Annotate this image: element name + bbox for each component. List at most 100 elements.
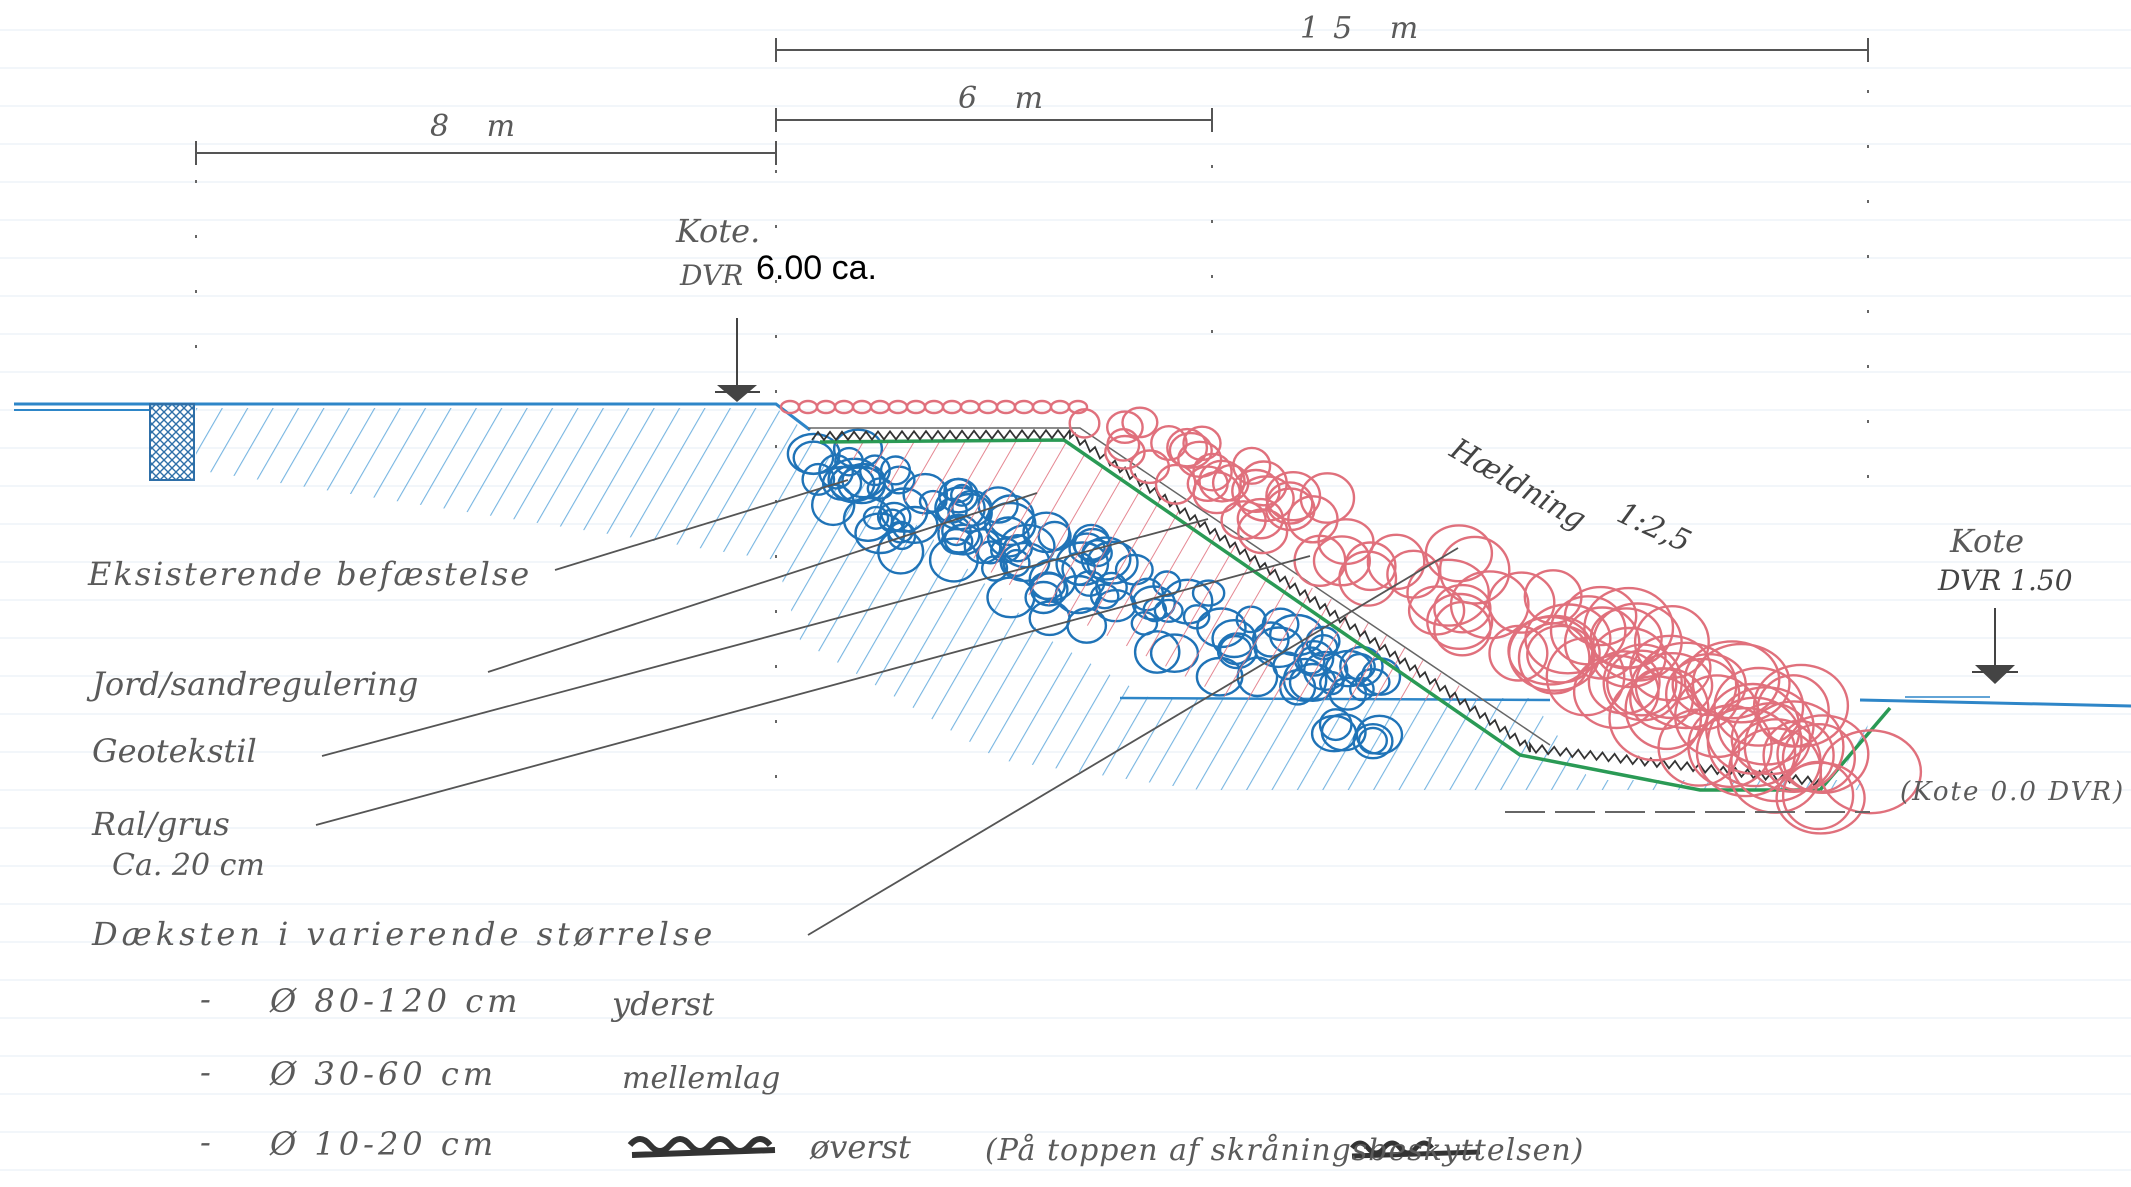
cover-stone [1624,667,1710,751]
legend-geotextile: Geotekstil [92,732,257,770]
cover-stone [1265,471,1322,522]
cover-stone [1524,603,1612,675]
size-row-1-dash: - [200,980,211,1018]
size-row-2-position: mellemlag [622,1061,780,1096]
legend-existing: Eksisterende befæstelse [87,555,531,593]
crest-stone [815,399,837,415]
cover-stone [1407,585,1466,636]
cover-stone [1819,729,1923,815]
water-level-marker: Kote DVR 1.50 [1937,522,2073,684]
legend-soil: Jord/sandregulering [86,665,418,703]
leader-cover [807,547,1459,936]
dimension-15m-label: 15 m [1300,11,1432,46]
size-row-2: - Ø 30-60 cm mellemlag [200,1053,780,1096]
crest-stone [941,399,963,415]
cover-stone [1743,700,1845,793]
top-level-value: 6.00 ca. [756,249,877,287]
existing-stone [842,496,894,543]
scribble-mark-2 [1350,1140,1481,1159]
size-row-1-position: yderst [610,985,714,1023]
crest-stone [851,399,873,415]
cover-stone [1338,550,1398,607]
cover-stone [1517,622,1591,695]
existing-ground [14,402,2131,790]
cover-stone [1775,761,1866,835]
cover-stone [1231,468,1281,513]
crest-stone [1013,399,1035,415]
cover-stone [1220,500,1267,541]
crest-stone [779,399,801,415]
leader-existing [554,479,849,571]
existing-stone [1320,713,1367,752]
size-row-2-diameter: Ø 30-60 cm [269,1055,497,1093]
cover-stone [1449,570,1530,640]
slope-ratio: 1:2,5 [1612,496,1696,560]
crest-stone [833,399,855,415]
crest-stone [923,399,945,415]
cover-stone [1587,650,1661,715]
size-row-3-dash: - [200,1123,211,1161]
cover-stone [1583,586,1675,669]
slope-annotation: Hældning 1:2,5 [1443,431,1696,560]
cover-stone [1563,606,1641,680]
leader-gravel [315,555,1311,826]
crest-stone [905,399,927,415]
cover-stone [1293,534,1347,587]
cover-stone [1106,410,1144,445]
cover-stone [1177,440,1223,478]
crest-stone [1067,399,1089,415]
cover-stone [1129,449,1171,485]
size-row-2-dash: - [200,1053,211,1091]
size-row-3-position: øverst [809,1128,911,1166]
bottom-level-label: (Kote 0.0 DVR) [1900,777,2125,807]
top-kote-label: Kote. [675,212,760,250]
cover-stone [1572,654,1660,730]
cover-stone [1606,649,1678,717]
cover-stone [1168,431,1213,469]
dimension-15m: 15 m [775,11,1869,62]
size-row-1: - Ø 80-120 cm yderst [200,980,714,1023]
dimension-8m-label: 8 m [430,109,529,144]
size-row-1-diameter: Ø 80-120 cm [269,982,521,1020]
top-level-marker: Kote. DVR 6.00 ca. [675,212,877,402]
leader-soil [487,492,1038,673]
dimension-8m: 8 m [195,109,777,165]
cover-stone [1104,434,1146,470]
slope-label: Hældning [1443,431,1592,537]
size-row-3-note: (På toppen af skråningsbeskyttelsen) [985,1133,1584,1168]
cover-stone [1232,446,1272,485]
cover-stone [1192,471,1241,515]
cover-stone [1150,425,1188,462]
cover-stone [1366,533,1426,591]
existing-stone [801,462,836,496]
cover-stone [1634,641,1738,730]
existing-stone [854,512,906,555]
legend-cover-heading: Dæksten i varierende størrelse [91,915,716,953]
cover-stone [1713,666,1805,747]
cover-stone [1756,674,1830,748]
extension-lines [195,90,1869,810]
scribble-mark [627,1136,776,1158]
cover-stone [1691,642,1791,724]
crest-stone [797,399,819,415]
soil-regulation [830,440,1480,700]
legend-gravel-line2: Ca. 20 cm [112,848,265,883]
cover-stone [1608,675,1703,762]
legend: Eksisterende befæstelse Jord/sandreguler… [86,479,1584,1168]
size-row-3: - Ø 10-20 cm øverst (På toppen af skråni… [200,1123,1584,1168]
bottom-level-note: (Kote 0.0 DVR) [1505,777,2125,813]
crest-stone [959,399,981,415]
dimension-6m: 6 m [775,81,1213,132]
crest-stone [1031,399,1053,415]
cover-stone [1563,585,1638,647]
crest-stone [1049,399,1071,415]
cover-stone [1776,714,1870,794]
leader-geotextile [321,518,1209,757]
existing-stone [876,501,912,532]
cover-stone [1433,583,1492,634]
crest-stone [995,399,1017,415]
existing-stone [786,432,841,475]
cover-stones [779,399,1923,835]
top-dvr-label: DVR [679,259,743,292]
